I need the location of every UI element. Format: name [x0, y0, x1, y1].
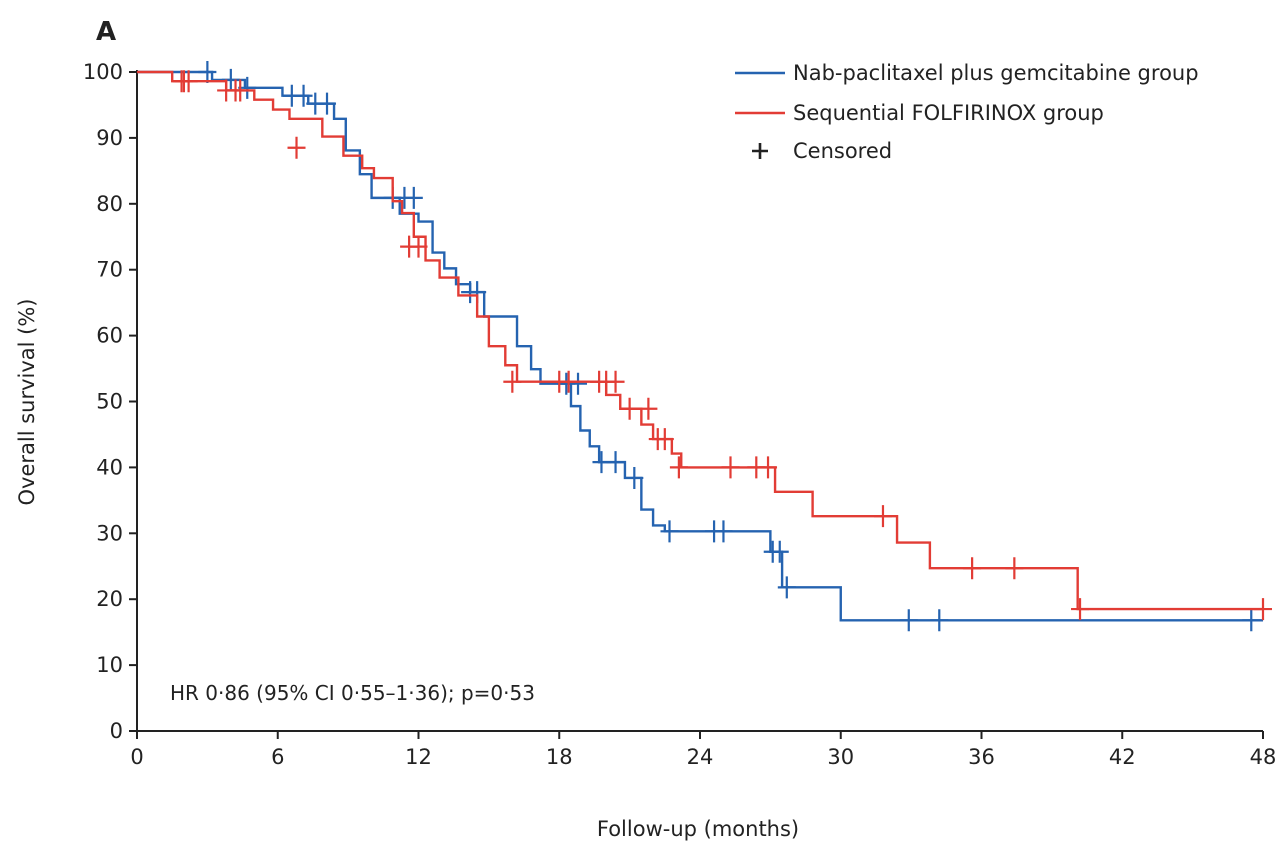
x-tick-label: 18: [546, 745, 573, 769]
y-tick-label: 70: [96, 258, 123, 282]
censor-mark: [639, 397, 658, 420]
censor-mark: [503, 370, 522, 393]
censor-mark: [179, 70, 198, 93]
y-tick-label: 40: [96, 455, 123, 479]
censor-mark: [1242, 609, 1261, 632]
y-tick-label: 30: [96, 521, 123, 545]
censor-mark: [963, 557, 982, 580]
legend-label-censored: Censored: [793, 139, 892, 163]
x-tick-label: 36: [968, 745, 995, 769]
x-tick-label: 6: [271, 745, 284, 769]
panel-label: A: [96, 17, 116, 47]
censor-mark: [669, 456, 688, 479]
survival-curve-1: [137, 70, 1263, 611]
y-tick-label: 10: [96, 653, 123, 677]
censor-mark: [873, 505, 892, 528]
censor-mark: [294, 84, 313, 107]
y-tick-label: 60: [96, 324, 123, 348]
x-tick-label: 24: [687, 745, 714, 769]
censor-mark: [409, 235, 428, 258]
censor-mark: [198, 61, 217, 83]
series-1: [137, 70, 1272, 621]
censor-mark: [569, 372, 588, 395]
series-0: [137, 61, 1263, 632]
series-layer: [137, 61, 1272, 632]
y-tick-label: 50: [96, 390, 123, 414]
x-axis-title: Follow-up (months): [597, 817, 799, 841]
censor-mark: [721, 456, 740, 479]
censor-mark: [899, 609, 918, 632]
censor-mark: [318, 92, 337, 115]
censor-mark: [221, 68, 240, 91]
y-tick-label: 0: [110, 719, 123, 743]
x-tick-label: 42: [1109, 745, 1136, 769]
censor-mark: [287, 136, 306, 159]
censor-mark: [231, 79, 250, 102]
x-tick-label: 12: [405, 745, 432, 769]
x-tick-label: 30: [827, 745, 854, 769]
censor-mark: [930, 609, 949, 632]
censor-mark: [770, 540, 789, 563]
legend-censored-marker: [752, 143, 768, 159]
censor-mark: [620, 397, 639, 420]
censor-mark: [606, 451, 625, 474]
censor-mark: [606, 370, 625, 393]
censor-mark: [1254, 598, 1272, 621]
censor-mark: [759, 456, 778, 479]
censor-mark: [660, 520, 679, 543]
hazard-ratio-annotation: HR 0·86 (95% CI 0·55–1·36); p=0·53: [170, 681, 535, 705]
y-tick-label: 90: [96, 126, 123, 150]
y-axis: 0 10 20 30 40 50 60 70 80 90 100: [83, 60, 138, 743]
censor-mark: [625, 466, 644, 489]
legend-label-nab-paclitaxel: Nab-paclitaxel plus gemcitabine group: [793, 61, 1199, 85]
censor-mark: [1071, 598, 1090, 621]
x-axis: 0 6 12 18 24 30 36 42 48: [130, 730, 1277, 769]
censor-mark: [404, 186, 423, 209]
legend-label-folfirinox: Sequential FOLFIRINOX group: [793, 101, 1104, 125]
y-tick-label: 80: [96, 192, 123, 216]
y-tick-label: 100: [83, 60, 123, 84]
x-tick-label: 0: [130, 745, 143, 769]
censor-mark: [655, 428, 674, 451]
censor-mark: [714, 520, 733, 543]
censor-mark: [1005, 557, 1024, 580]
y-axis-title: Overall survival (%): [15, 298, 39, 505]
censor-mark: [559, 370, 578, 393]
survival-curve-0: [137, 70, 1263, 622]
y-tick-label: 20: [96, 587, 123, 611]
x-tick-label: 48: [1250, 745, 1277, 769]
censor-mark: [777, 576, 796, 599]
legend: Nab-paclitaxel plus gemcitabine group Se…: [735, 61, 1199, 163]
